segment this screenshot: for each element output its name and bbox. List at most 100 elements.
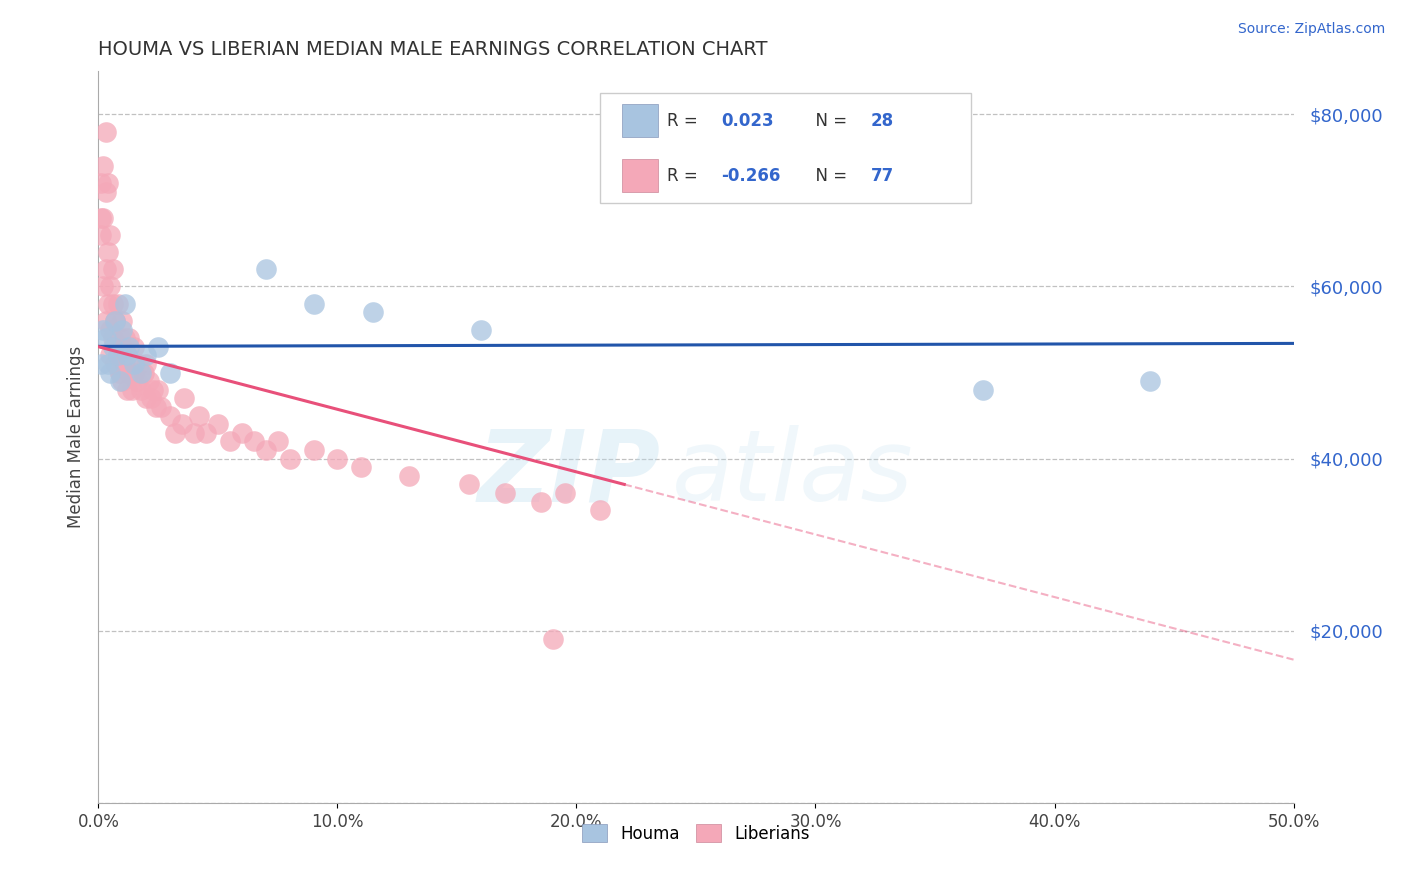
Point (111, 314, 134, 328)
Point (148, 383, 170, 397)
Point (118, 331, 141, 345)
Point (91, 322, 114, 336)
Text: ZIP: ZIP (477, 425, 661, 522)
Point (243, 434, 266, 449)
Point (350, 460, 373, 475)
Text: -0.266: -0.266 (721, 167, 780, 185)
Text: 77: 77 (870, 167, 894, 185)
Point (94, 331, 117, 345)
Point (302, 296, 325, 310)
Bar (621, 159, 658, 192)
Point (530, 494, 553, 508)
Point (254, 262, 277, 277)
Point (125, 374, 148, 388)
Point (111, 374, 134, 388)
Point (254, 442, 277, 457)
Bar (621, 104, 658, 137)
Point (90, 357, 112, 371)
Point (172, 417, 194, 432)
Text: N =: N = (804, 112, 852, 129)
Point (101, 331, 124, 345)
Point (104, 314, 127, 328)
Point (97, 176, 120, 190)
Point (94, 262, 117, 277)
Point (108, 331, 131, 345)
Point (91, 211, 114, 225)
Y-axis label: Median Male Earnings: Median Male Earnings (66, 346, 84, 528)
Point (195, 425, 218, 440)
Point (207, 417, 229, 432)
Point (121, 383, 143, 397)
Point (115, 383, 138, 397)
Point (131, 383, 153, 397)
Point (470, 322, 492, 336)
Point (104, 357, 127, 371)
Point (589, 503, 612, 517)
Point (94, 125, 117, 139)
Point (97, 245, 120, 260)
Text: R =: R = (668, 167, 709, 185)
Point (114, 296, 136, 310)
Point (114, 331, 136, 345)
Point (159, 366, 181, 380)
Point (91, 279, 114, 293)
Point (363, 305, 385, 319)
Point (91, 159, 114, 173)
Text: 28: 28 (870, 112, 894, 129)
Point (458, 477, 481, 491)
Point (111, 340, 134, 354)
Point (98, 279, 122, 293)
Point (494, 486, 516, 500)
Point (124, 357, 146, 371)
Point (302, 442, 325, 457)
Point (131, 366, 153, 380)
Point (149, 400, 172, 414)
Point (398, 468, 420, 483)
Text: 0.023: 0.023 (721, 112, 773, 129)
Point (107, 348, 129, 362)
Point (108, 366, 131, 380)
Point (541, 632, 564, 647)
Text: HOUMA VS LIBERIAN MEDIAN MALE EARNINGS CORRELATION CHART: HOUMA VS LIBERIAN MEDIAN MALE EARNINGS C… (98, 39, 768, 59)
Point (97, 296, 120, 310)
Point (118, 366, 141, 380)
Point (267, 434, 290, 449)
Point (101, 296, 124, 310)
Point (183, 425, 205, 440)
Point (139, 392, 162, 406)
FancyBboxPatch shape (600, 94, 972, 203)
Point (124, 366, 146, 380)
Point (1139, 374, 1161, 388)
Point (94, 185, 117, 199)
Point (90, 176, 112, 190)
Point (104, 314, 127, 328)
Point (135, 357, 157, 371)
Point (98, 227, 122, 242)
Text: R =: R = (668, 112, 709, 129)
Point (98, 366, 122, 380)
Point (114, 357, 136, 371)
Point (132, 366, 155, 380)
Point (108, 366, 131, 380)
Point (97, 357, 120, 371)
Point (159, 409, 181, 423)
Point (101, 340, 124, 354)
Point (90, 211, 112, 225)
Point (326, 451, 349, 466)
Point (118, 340, 141, 354)
Point (231, 425, 253, 440)
Point (142, 383, 165, 397)
Text: N =: N = (804, 167, 852, 185)
Point (94, 314, 117, 328)
Point (108, 374, 131, 388)
Point (173, 392, 195, 406)
Point (98, 348, 122, 362)
Point (107, 348, 129, 362)
Point (145, 400, 167, 414)
Point (163, 425, 186, 440)
Point (135, 348, 157, 362)
Point (90, 227, 112, 242)
Point (115, 348, 138, 362)
Text: atlas: atlas (672, 425, 914, 522)
Point (111, 322, 134, 336)
